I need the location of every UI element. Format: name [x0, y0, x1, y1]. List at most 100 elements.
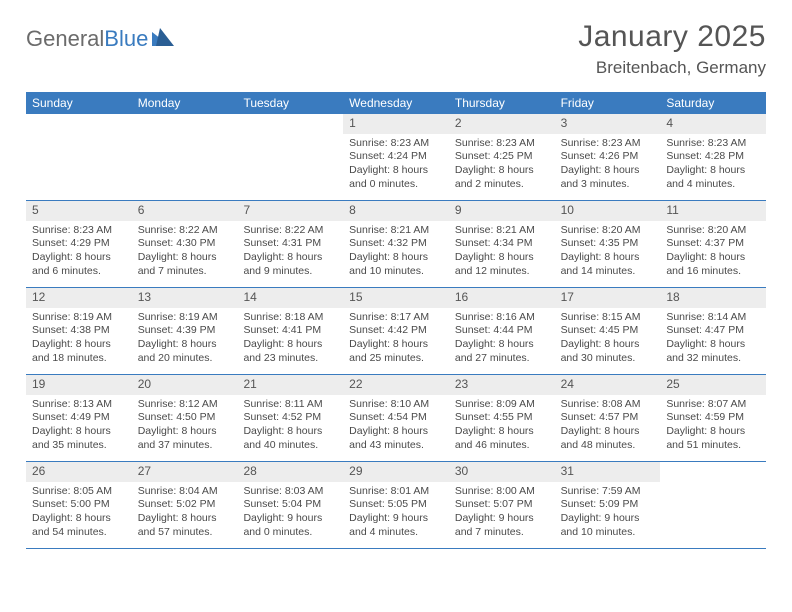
day-details: Sunrise: 8:22 AMSunset: 4:31 PMDaylight:… [237, 221, 343, 283]
day-details: Sunrise: 8:22 AMSunset: 4:30 PMDaylight:… [132, 221, 238, 283]
calendar-page: GeneralBlue January 2025 Breitenbach, Ge… [0, 0, 792, 549]
sunset-text: Sunset: 5:04 PM [243, 498, 337, 512]
daylight-text: Daylight: 8 hours and 7 minutes. [138, 251, 232, 278]
daylight-text: Daylight: 8 hours and 48 minutes. [561, 425, 655, 452]
day-details: Sunrise: 8:20 AMSunset: 4:37 PMDaylight:… [660, 221, 766, 283]
week-row: 5Sunrise: 8:23 AMSunset: 4:29 PMDaylight… [26, 201, 766, 288]
day-number: 31 [555, 462, 661, 482]
day-details: Sunrise: 8:10 AMSunset: 4:54 PMDaylight:… [343, 395, 449, 457]
day-cell: 27Sunrise: 8:04 AMSunset: 5:02 PMDayligh… [132, 462, 238, 548]
day-details: Sunrise: 8:21 AMSunset: 4:34 PMDaylight:… [449, 221, 555, 283]
day-number: 6 [132, 201, 238, 221]
sunrise-text: Sunrise: 8:22 AM [243, 224, 337, 238]
day-details: Sunrise: 8:16 AMSunset: 4:44 PMDaylight:… [449, 308, 555, 370]
sunrise-text: Sunrise: 8:18 AM [243, 311, 337, 325]
day-cell [26, 114, 132, 200]
daylight-text: Daylight: 8 hours and 18 minutes. [32, 338, 126, 365]
day-header-row: Sunday Monday Tuesday Wednesday Thursday… [26, 92, 766, 114]
sunset-text: Sunset: 4:34 PM [455, 237, 549, 251]
sunset-text: Sunset: 4:26 PM [561, 150, 655, 164]
day-number: 21 [237, 375, 343, 395]
sunrise-text: Sunrise: 8:00 AM [455, 485, 549, 499]
brand-part1: General [26, 26, 104, 52]
day-header: Tuesday [237, 92, 343, 114]
sunrise-text: Sunrise: 8:21 AM [455, 224, 549, 238]
day-details: Sunrise: 8:08 AMSunset: 4:57 PMDaylight:… [555, 395, 661, 457]
sunset-text: Sunset: 4:52 PM [243, 411, 337, 425]
day-cell: 17Sunrise: 8:15 AMSunset: 4:45 PMDayligh… [555, 288, 661, 374]
day-details: Sunrise: 8:15 AMSunset: 4:45 PMDaylight:… [555, 308, 661, 370]
day-cell: 30Sunrise: 8:00 AMSunset: 5:07 PMDayligh… [449, 462, 555, 548]
day-cell: 25Sunrise: 8:07 AMSunset: 4:59 PMDayligh… [660, 375, 766, 461]
daylight-text: Daylight: 8 hours and 10 minutes. [349, 251, 443, 278]
day-header: Thursday [449, 92, 555, 114]
day-cell: 3Sunrise: 8:23 AMSunset: 4:26 PMDaylight… [555, 114, 661, 200]
sunset-text: Sunset: 4:28 PM [666, 150, 760, 164]
day-number [132, 114, 238, 132]
day-number: 10 [555, 201, 661, 221]
calendar-grid: Sunday Monday Tuesday Wednesday Thursday… [26, 92, 766, 549]
sunrise-text: Sunrise: 8:04 AM [138, 485, 232, 499]
day-number: 29 [343, 462, 449, 482]
day-cell: 20Sunrise: 8:12 AMSunset: 4:50 PMDayligh… [132, 375, 238, 461]
sunrise-text: Sunrise: 8:17 AM [349, 311, 443, 325]
day-number: 20 [132, 375, 238, 395]
daylight-text: Daylight: 8 hours and 54 minutes. [32, 512, 126, 539]
sunrise-text: Sunrise: 8:22 AM [138, 224, 232, 238]
day-details: Sunrise: 8:07 AMSunset: 4:59 PMDaylight:… [660, 395, 766, 457]
day-number: 30 [449, 462, 555, 482]
day-number: 24 [555, 375, 661, 395]
day-number: 11 [660, 201, 766, 221]
day-cell: 11Sunrise: 8:20 AMSunset: 4:37 PMDayligh… [660, 201, 766, 287]
day-cell: 28Sunrise: 8:03 AMSunset: 5:04 PMDayligh… [237, 462, 343, 548]
sunrise-text: Sunrise: 8:23 AM [32, 224, 126, 238]
day-details: Sunrise: 8:23 AMSunset: 4:28 PMDaylight:… [660, 134, 766, 196]
sunrise-text: Sunrise: 8:20 AM [561, 224, 655, 238]
day-number: 17 [555, 288, 661, 308]
day-cell: 29Sunrise: 8:01 AMSunset: 5:05 PMDayligh… [343, 462, 449, 548]
daylight-text: Daylight: 8 hours and 27 minutes. [455, 338, 549, 365]
day-cell: 12Sunrise: 8:19 AMSunset: 4:38 PMDayligh… [26, 288, 132, 374]
day-number: 14 [237, 288, 343, 308]
sunrise-text: Sunrise: 8:21 AM [349, 224, 443, 238]
daylight-text: Daylight: 8 hours and 9 minutes. [243, 251, 337, 278]
day-number: 3 [555, 114, 661, 134]
daylight-text: Daylight: 8 hours and 23 minutes. [243, 338, 337, 365]
daylight-text: Daylight: 8 hours and 57 minutes. [138, 512, 232, 539]
day-cell: 1Sunrise: 8:23 AMSunset: 4:24 PMDaylight… [343, 114, 449, 200]
brand-logo: GeneralBlue [26, 20, 174, 52]
month-title: January 2025 [578, 20, 766, 54]
daylight-text: Daylight: 8 hours and 3 minutes. [561, 164, 655, 191]
sunrise-text: Sunrise: 8:13 AM [32, 398, 126, 412]
day-number: 8 [343, 201, 449, 221]
sunrise-text: Sunrise: 8:03 AM [243, 485, 337, 499]
sunset-text: Sunset: 4:45 PM [561, 324, 655, 338]
day-header: Friday [555, 92, 661, 114]
sunset-text: Sunset: 4:41 PM [243, 324, 337, 338]
daylight-text: Daylight: 8 hours and 37 minutes. [138, 425, 232, 452]
sunrise-text: Sunrise: 8:11 AM [243, 398, 337, 412]
daylight-text: Daylight: 8 hours and 16 minutes. [666, 251, 760, 278]
daylight-text: Daylight: 8 hours and 6 minutes. [32, 251, 126, 278]
daylight-text: Daylight: 8 hours and 2 minutes. [455, 164, 549, 191]
sunset-text: Sunset: 4:54 PM [349, 411, 443, 425]
day-cell: 22Sunrise: 8:10 AMSunset: 4:54 PMDayligh… [343, 375, 449, 461]
day-cell: 24Sunrise: 8:08 AMSunset: 4:57 PMDayligh… [555, 375, 661, 461]
day-cell: 26Sunrise: 8:05 AMSunset: 5:00 PMDayligh… [26, 462, 132, 548]
sunrise-text: Sunrise: 8:10 AM [349, 398, 443, 412]
daylight-text: Daylight: 8 hours and 20 minutes. [138, 338, 232, 365]
daylight-text: Daylight: 8 hours and 32 minutes. [666, 338, 760, 365]
sunset-text: Sunset: 4:42 PM [349, 324, 443, 338]
sunrise-text: Sunrise: 8:15 AM [561, 311, 655, 325]
day-details: Sunrise: 8:00 AMSunset: 5:07 PMDaylight:… [449, 482, 555, 544]
day-cell: 4Sunrise: 8:23 AMSunset: 4:28 PMDaylight… [660, 114, 766, 200]
day-details: Sunrise: 8:13 AMSunset: 4:49 PMDaylight:… [26, 395, 132, 457]
sunset-text: Sunset: 4:30 PM [138, 237, 232, 251]
day-cell: 14 Sunrise: 8:18 AMSunset: 4:41 PMDayligh… [237, 288, 343, 374]
day-cell: 19Sunrise: 8:13 AMSunset: 4:49 PMDayligh… [26, 375, 132, 461]
day-details: Sunrise: 8:17 AMSunset: 4:42 PMDaylight:… [343, 308, 449, 370]
day-cell: 13Sunrise: 8:19 AMSunset: 4:39 PMDayligh… [132, 288, 238, 374]
day-details: Sunrise: 8:09 AMSunset: 4:55 PMDaylight:… [449, 395, 555, 457]
day-number: 26 [26, 462, 132, 482]
sunset-text: Sunset: 4:39 PM [138, 324, 232, 338]
